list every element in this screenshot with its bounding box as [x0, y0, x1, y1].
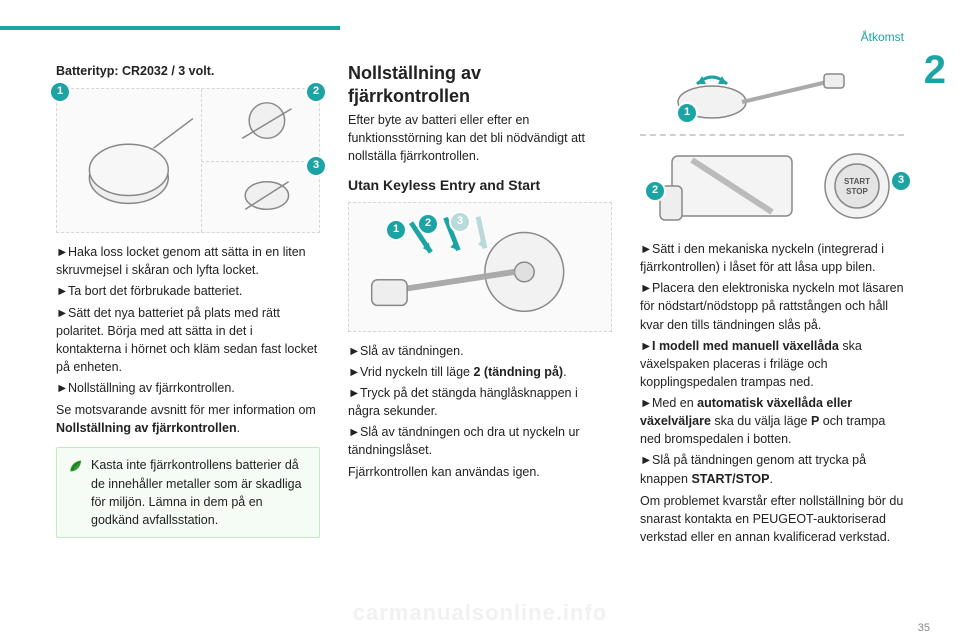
step-text: Slå av tändningen.	[360, 344, 464, 358]
heading-line2: fjärrkontrollen	[348, 86, 470, 106]
step: ►Sätt i den mekaniska nyckeln (integrera…	[640, 240, 904, 276]
illustration-battery-replace: 1 2 3	[56, 88, 320, 233]
step: ►Slå av tändningen.	[348, 342, 612, 360]
step-text: Vrid nyckeln till läge	[360, 365, 473, 379]
step-text: .	[563, 365, 566, 379]
chapter-number: 2	[924, 48, 946, 93]
section-heading: Nollställning av fjärrkontrollen	[348, 62, 612, 107]
heading-line1: Nollställning av	[348, 63, 481, 83]
step-text: Haka loss locket genom att sätta in en l…	[56, 245, 306, 277]
svg-text:STOP: STOP	[846, 187, 868, 196]
section-label: Åtkomst	[861, 30, 904, 44]
step: ►Placera den elektroniska nyckeln mot lä…	[640, 279, 904, 333]
marker-2: 2	[646, 182, 664, 200]
marker-2: 2	[307, 83, 325, 101]
step-bold: START/STOP	[691, 472, 769, 486]
footer-page-number: 35	[918, 622, 930, 634]
svg-text:START: START	[844, 177, 870, 186]
marker-1: 1	[387, 221, 405, 239]
step: ►Med en automatisk växellåda eller växel…	[640, 394, 904, 448]
illustration-start-stop: START STOP 2 3	[640, 142, 904, 230]
marker-1: 1	[678, 104, 696, 122]
marker-3: 3	[451, 213, 469, 231]
top-accent-bar	[0, 26, 340, 30]
section-intro: Efter byte av batteri eller efter en fun…	[348, 111, 612, 165]
step: ►Ta bort det förbrukade batteriet.	[56, 282, 320, 300]
see-related-bold: Nollställning av fjärrkontrollen	[56, 421, 237, 435]
column-1: Batterityp: CR2032 / 3 volt.	[56, 62, 320, 546]
content-columns: Batterityp: CR2032 / 3 volt.	[56, 62, 904, 546]
illustration-door-lock: 1	[640, 62, 904, 128]
subheading: Utan Keyless Entry and Start	[348, 175, 612, 195]
see-related-prefix: Se motsvarande avsnitt för mer informati…	[56, 403, 316, 417]
watermark: carmanualsonline.info	[353, 600, 608, 626]
step-bold: I modell med manuell växellåda	[652, 339, 839, 353]
eco-note: Kasta inte fjärrkontrollens batterier då…	[56, 447, 320, 538]
column-3: 1 START STOP 2 3 ►Sätt	[640, 62, 904, 546]
start-stop-svg: START STOP	[640, 142, 904, 230]
step-text: Tryck på det stängda hänglåsknappen i nå…	[348, 386, 578, 418]
marker-2: 2	[419, 215, 437, 233]
eco-note-text: Kasta inte fjärrkontrollens batterier då…	[91, 456, 309, 529]
step-text: ska du välja läge	[711, 414, 811, 428]
marker-3: 3	[892, 172, 910, 190]
step-text: Sätt i den mekaniska nyckeln (integrerad…	[640, 242, 884, 274]
see-related: Se motsvarande avsnitt för mer informati…	[56, 401, 320, 437]
step: ►Haka loss locket genom att sätta in en …	[56, 243, 320, 279]
step-text: .	[769, 472, 772, 486]
see-related-suffix: .	[237, 421, 240, 435]
outro: Om problemet kvarstår efter nollställnin…	[640, 492, 904, 546]
ignition-key-svg	[349, 203, 611, 331]
step: ►Sätt det nya batteriet på plats med rät…	[56, 304, 320, 377]
step-text: Med en	[652, 396, 697, 410]
marker-1: 1	[51, 83, 69, 101]
illustration-ignition-key: 1 2 3	[348, 202, 612, 332]
step-text: Placera den elektroniska nyckeln mot läs…	[640, 281, 904, 331]
manual-page: Åtkomst 2 Batterityp: CR2032 / 3 volt.	[0, 0, 960, 640]
column-2: Nollställning av fjärrkontrollen Efter b…	[348, 62, 612, 546]
step-text: Ta bort det förbrukade batteriet.	[68, 284, 242, 298]
divider	[640, 134, 904, 136]
step: ►Tryck på det stängda hänglåsknappen i n…	[348, 384, 612, 420]
step-bold: 2 (tändning på)	[473, 365, 563, 379]
marker-3: 3	[307, 157, 325, 175]
outro: Fjärrkontrollen kan användas igen.	[348, 463, 612, 481]
step: ►I modell med manuell växellåda ska växe…	[640, 337, 904, 391]
step-text: Slå av tändningen och dra ut nyckeln ur …	[348, 425, 580, 457]
step: ►Vrid nyckeln till läge 2 (tändning på).	[348, 363, 612, 381]
leaf-icon	[67, 458, 83, 474]
step: ►Slå av tändningen och dra ut nyckeln ur…	[348, 423, 612, 459]
step: ►Nollställning av fjärrkontrollen.	[56, 379, 320, 397]
step-text: Nollställning av fjärrkontrollen.	[68, 381, 235, 395]
step: ►Slå på tändningen genom att trycka på k…	[640, 451, 904, 487]
step-text: Sätt det nya batteriet på plats med rätt…	[56, 306, 317, 374]
battery-type: Batterityp: CR2032 / 3 volt.	[56, 62, 320, 80]
